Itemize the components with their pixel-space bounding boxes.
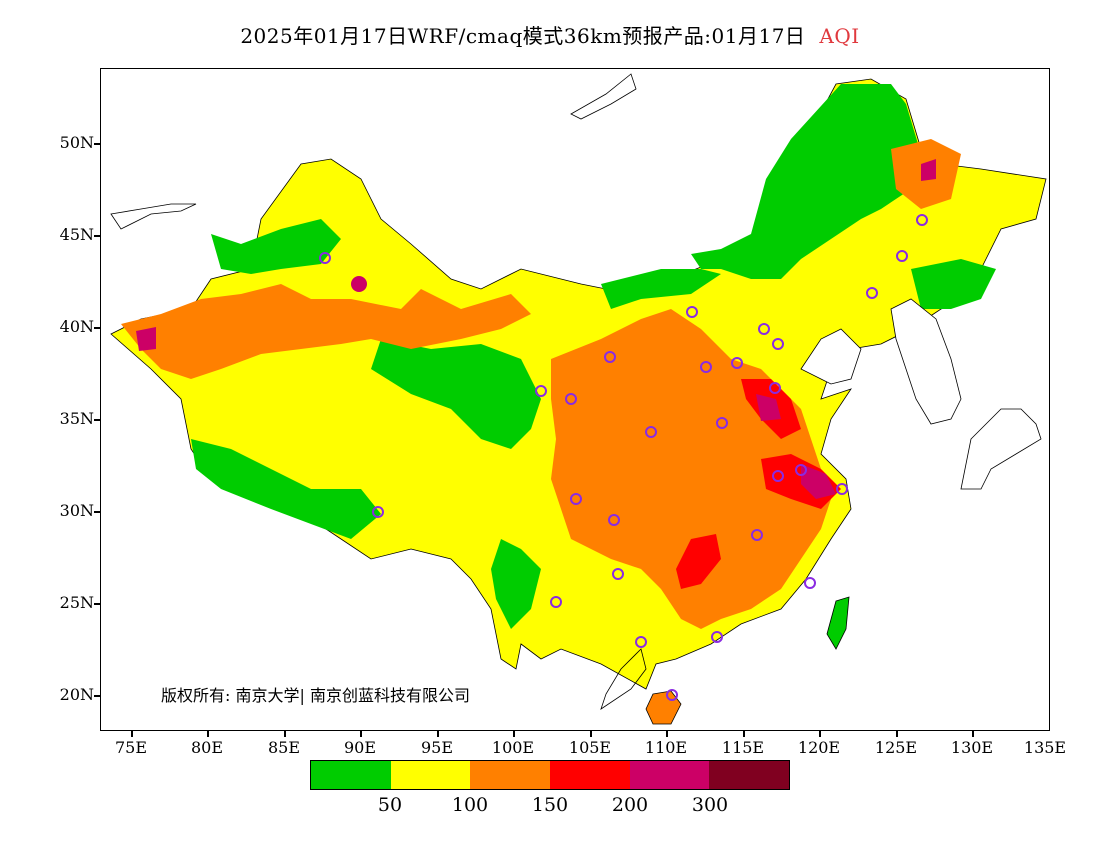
korea-outline xyxy=(890,298,962,425)
lon-label: 110E xyxy=(644,738,688,757)
map-panel: 版权所有: 南京大学| 南京创蓝科技有限公司 xyxy=(100,68,1050,731)
vietnam-coast xyxy=(600,648,647,710)
green-northeast xyxy=(691,84,921,279)
lon-tick xyxy=(437,731,439,737)
lat-tick xyxy=(94,327,101,329)
purple-shandong xyxy=(756,394,781,421)
lat-label: 50N xyxy=(59,133,94,152)
aqi-colorbar xyxy=(310,760,790,790)
city-markers xyxy=(319,214,928,701)
aqi-map xyxy=(110,73,1047,725)
red-hunan xyxy=(676,534,721,589)
lon-tick xyxy=(819,731,821,737)
green-taiwan xyxy=(826,596,850,650)
lon-label: 90E xyxy=(343,738,377,757)
orange-xinjiang xyxy=(121,284,531,379)
purple-northeast xyxy=(921,159,936,181)
lon-tick xyxy=(666,731,668,737)
colorbar-segment-good xyxy=(311,761,391,789)
lat-label: 40N xyxy=(59,317,94,336)
map-title: 2025年01月17日WRF/cmaq模式36km预报产品:01月17日 AQI xyxy=(0,20,1100,49)
colorbar-label: 200 xyxy=(611,794,649,816)
colorbar-label: 300 xyxy=(691,794,729,816)
lon-tick xyxy=(131,731,133,737)
colorbar-label: 150 xyxy=(531,794,569,816)
lat-tick xyxy=(94,603,101,605)
lon-label: 75E xyxy=(114,738,148,757)
title-main: 2025年01月17日WRF/cmaq模式36km预报产品:01月17日 xyxy=(240,24,806,48)
colorbar-segment-medium xyxy=(550,761,630,789)
lon-label: 80E xyxy=(190,738,224,757)
lake-balkhash xyxy=(110,203,197,230)
green-yunnan xyxy=(491,539,541,629)
purple-shanghai xyxy=(801,464,836,499)
lon-tick xyxy=(207,731,209,737)
colorbar-segment-heavy xyxy=(629,761,710,789)
sakhalin-outline xyxy=(570,73,637,120)
lat-tick xyxy=(94,235,101,237)
lat-label: 30N xyxy=(59,501,94,520)
green-qinghai xyxy=(371,339,541,449)
lon-label: 115E xyxy=(721,738,765,757)
lat-label: 35N xyxy=(59,409,94,428)
lat-tick xyxy=(94,419,101,421)
lon-label: 100E xyxy=(491,738,535,757)
lat-label: 25N xyxy=(59,593,94,612)
lon-label: 125E xyxy=(874,738,918,757)
colorbar-label: 100 xyxy=(451,794,489,816)
lon-label: 120E xyxy=(797,738,841,757)
colorbar-segment-light xyxy=(470,761,551,789)
lat-tick xyxy=(94,511,101,513)
lat-label: 20N xyxy=(59,685,94,704)
lon-tick xyxy=(590,731,592,737)
lon-tick xyxy=(896,731,898,737)
lon-tick xyxy=(284,731,286,737)
green-inner-mongolia xyxy=(601,269,721,309)
green-northeast-east xyxy=(911,259,996,309)
purple-kashgar xyxy=(136,327,156,351)
lon-label: 135E xyxy=(1023,738,1067,757)
colorbar-segment-severe xyxy=(709,761,790,789)
lon-tick xyxy=(513,731,515,737)
lon-tick xyxy=(972,731,974,737)
lon-tick xyxy=(743,731,745,737)
lat-label: 45N xyxy=(59,225,94,244)
lon-label: 95E xyxy=(420,738,454,757)
japan-outline xyxy=(960,408,1042,490)
purple-urumqi xyxy=(351,276,367,292)
lon-label: 105E xyxy=(568,738,612,757)
title-variable: AQI xyxy=(819,24,860,48)
green-xinjiang-north xyxy=(211,219,341,274)
lon-label: 85E xyxy=(267,738,301,757)
lat-tick xyxy=(94,695,101,697)
lon-tick xyxy=(360,731,362,737)
green-tibet-west xyxy=(191,439,381,539)
colorbar-segment-moderate xyxy=(390,761,471,789)
colorbar-label: 50 xyxy=(377,794,403,816)
copyright-text: 版权所有: 南京大学| 南京创蓝科技有限公司 xyxy=(161,686,470,705)
lat-tick xyxy=(94,143,101,145)
lon-label: 130E xyxy=(950,738,994,757)
orange-hainan xyxy=(645,690,682,725)
bohai-sea xyxy=(800,328,862,385)
